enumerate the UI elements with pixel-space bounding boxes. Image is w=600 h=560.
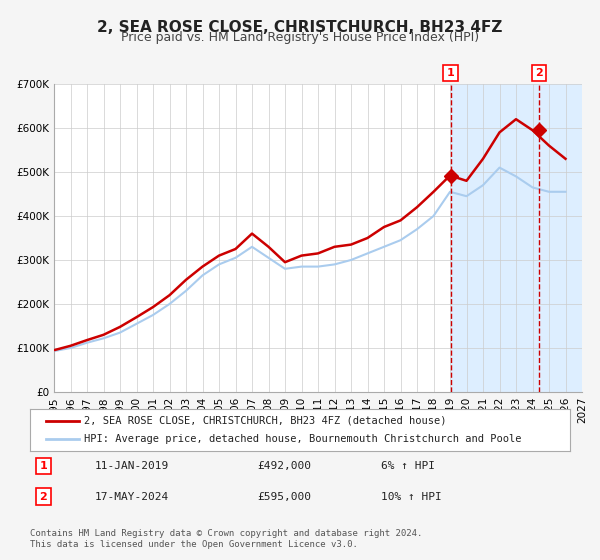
Text: 2: 2 bbox=[40, 492, 47, 502]
Text: £492,000: £492,000 bbox=[257, 461, 311, 471]
Text: 10% ↑ HPI: 10% ↑ HPI bbox=[381, 492, 442, 502]
Text: 17-MAY-2024: 17-MAY-2024 bbox=[95, 492, 169, 502]
Text: 2, SEA ROSE CLOSE, CHRISTCHURCH, BH23 4FZ (detached house): 2, SEA ROSE CLOSE, CHRISTCHURCH, BH23 4F… bbox=[84, 416, 446, 426]
Text: 2: 2 bbox=[535, 68, 542, 78]
Text: £595,000: £595,000 bbox=[257, 492, 311, 502]
Bar bbox=[451, 84, 582, 392]
Text: 1: 1 bbox=[40, 461, 47, 471]
Text: 11-JAN-2019: 11-JAN-2019 bbox=[95, 461, 169, 471]
Text: HPI: Average price, detached house, Bournemouth Christchurch and Poole: HPI: Average price, detached house, Bour… bbox=[84, 434, 521, 444]
Text: 1: 1 bbox=[447, 68, 455, 78]
Text: 2, SEA ROSE CLOSE, CHRISTCHURCH, BH23 4FZ: 2, SEA ROSE CLOSE, CHRISTCHURCH, BH23 4F… bbox=[97, 20, 503, 35]
Text: Contains HM Land Registry data © Crown copyright and database right 2024.
This d: Contains HM Land Registry data © Crown c… bbox=[30, 529, 422, 549]
Text: Price paid vs. HM Land Registry's House Price Index (HPI): Price paid vs. HM Land Registry's House … bbox=[121, 31, 479, 44]
Text: 6% ↑ HPI: 6% ↑ HPI bbox=[381, 461, 435, 471]
